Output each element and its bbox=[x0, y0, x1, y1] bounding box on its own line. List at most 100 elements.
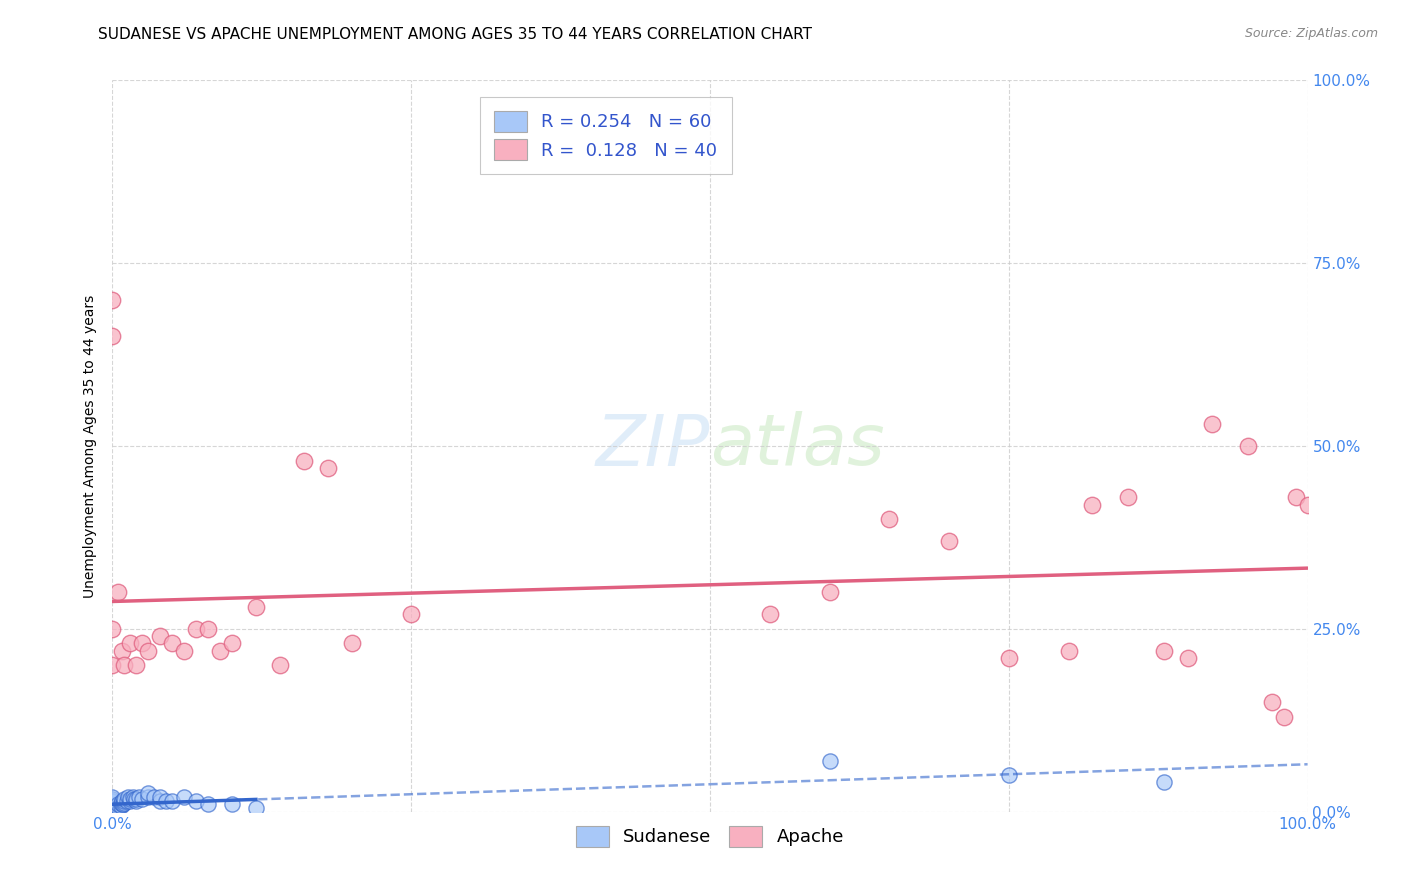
Point bbox=[110, 796, 132, 810]
Point bbox=[245, 599, 267, 614]
Point bbox=[1057, 644, 1080, 658]
Point bbox=[245, 801, 267, 815]
Point bbox=[269, 658, 291, 673]
Point bbox=[221, 797, 243, 812]
Point bbox=[117, 790, 139, 805]
Point bbox=[125, 791, 148, 805]
Point bbox=[155, 794, 177, 808]
Point bbox=[107, 585, 129, 599]
Text: ZIP: ZIP bbox=[596, 411, 710, 481]
Point bbox=[121, 790, 143, 805]
Point bbox=[107, 801, 129, 815]
Point bbox=[998, 768, 1021, 782]
Point bbox=[1153, 775, 1175, 789]
Point bbox=[101, 293, 124, 307]
Point bbox=[114, 796, 135, 810]
Point bbox=[186, 794, 208, 808]
Point bbox=[759, 607, 782, 622]
Point bbox=[115, 794, 138, 808]
Point bbox=[101, 799, 124, 814]
Point bbox=[114, 658, 135, 673]
Point bbox=[101, 805, 124, 819]
Point bbox=[101, 796, 124, 810]
Point bbox=[128, 790, 150, 805]
Point bbox=[131, 791, 153, 805]
Point bbox=[1296, 498, 1319, 512]
Point bbox=[1118, 490, 1140, 504]
Point bbox=[197, 797, 219, 812]
Point bbox=[1237, 439, 1260, 453]
Point bbox=[162, 794, 183, 808]
Point bbox=[120, 794, 142, 808]
Point bbox=[818, 754, 841, 768]
Point bbox=[138, 644, 160, 658]
Point bbox=[101, 805, 124, 819]
Point bbox=[111, 794, 134, 808]
Point bbox=[186, 622, 208, 636]
Point bbox=[998, 651, 1021, 665]
Point bbox=[149, 794, 172, 808]
Point bbox=[1153, 644, 1175, 658]
Point bbox=[112, 797, 135, 812]
Point bbox=[340, 636, 363, 650]
Point bbox=[101, 791, 124, 805]
Point bbox=[101, 805, 124, 819]
Point bbox=[101, 801, 124, 815]
Point bbox=[101, 805, 124, 819]
Point bbox=[111, 644, 134, 658]
Point bbox=[101, 798, 124, 813]
Point bbox=[1201, 417, 1223, 431]
Point bbox=[114, 791, 135, 805]
Point bbox=[110, 798, 132, 813]
Point bbox=[101, 795, 124, 809]
Point bbox=[101, 797, 124, 812]
Point bbox=[125, 794, 148, 808]
Text: Source: ZipAtlas.com: Source: ZipAtlas.com bbox=[1244, 27, 1378, 40]
Point bbox=[138, 790, 160, 805]
Point bbox=[101, 622, 124, 636]
Point bbox=[1177, 651, 1199, 665]
Point bbox=[292, 453, 315, 467]
Point bbox=[138, 787, 160, 801]
Point bbox=[143, 790, 166, 805]
Point bbox=[114, 794, 135, 808]
Point bbox=[316, 461, 339, 475]
Point bbox=[101, 805, 124, 819]
Point bbox=[101, 805, 124, 819]
Point bbox=[101, 794, 124, 808]
Point bbox=[101, 805, 124, 819]
Point bbox=[101, 797, 124, 812]
Point bbox=[401, 607, 423, 622]
Point bbox=[162, 636, 183, 650]
Point bbox=[101, 801, 124, 815]
Point bbox=[1272, 709, 1295, 723]
Point bbox=[173, 644, 195, 658]
Point bbox=[101, 805, 124, 819]
Point bbox=[111, 797, 134, 812]
Point bbox=[101, 797, 124, 812]
Point bbox=[101, 805, 124, 819]
Point bbox=[122, 791, 145, 805]
Point bbox=[101, 805, 124, 819]
Legend: Sudanese, Apache: Sudanese, Apache bbox=[569, 819, 851, 854]
Text: atlas: atlas bbox=[710, 411, 884, 481]
Point bbox=[101, 805, 124, 819]
Text: SUDANESE VS APACHE UNEMPLOYMENT AMONG AGES 35 TO 44 YEARS CORRELATION CHART: SUDANESE VS APACHE UNEMPLOYMENT AMONG AG… bbox=[98, 27, 813, 42]
Point bbox=[209, 644, 232, 658]
Point bbox=[149, 790, 172, 805]
Point bbox=[101, 658, 124, 673]
Point bbox=[221, 636, 243, 650]
Point bbox=[101, 805, 124, 819]
Point bbox=[107, 797, 129, 812]
Point bbox=[197, 622, 219, 636]
Point bbox=[120, 636, 142, 650]
Point bbox=[131, 636, 153, 650]
Point bbox=[149, 629, 172, 643]
Point bbox=[879, 512, 901, 526]
Point bbox=[173, 790, 195, 805]
Point bbox=[1261, 695, 1284, 709]
Point bbox=[938, 534, 960, 549]
Point bbox=[120, 791, 142, 805]
Point bbox=[101, 329, 124, 343]
Y-axis label: Unemployment Among Ages 35 to 44 years: Unemployment Among Ages 35 to 44 years bbox=[83, 294, 97, 598]
